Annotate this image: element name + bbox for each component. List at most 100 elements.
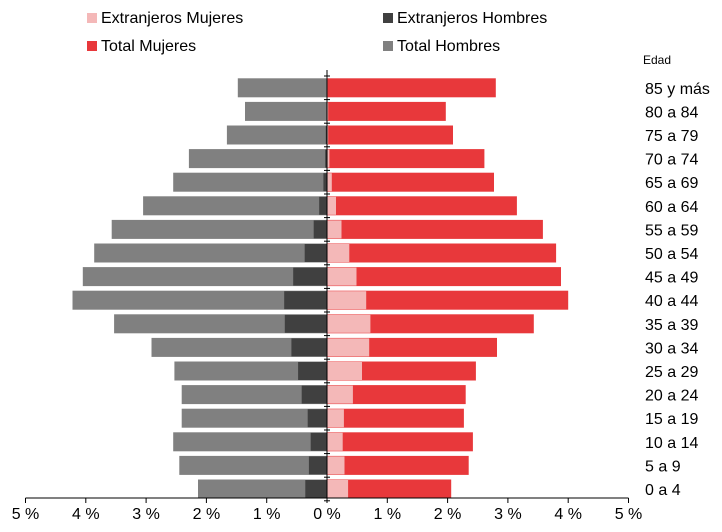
category-label: 5 a 9 [645, 458, 681, 475]
legend-item-extranjeros-hombres: Extranjeros Hombres [383, 10, 547, 28]
bar-total-hombres-10 [114, 314, 327, 334]
category-label: 25 a 29 [645, 364, 698, 381]
bar-extranjeros-hombres-16 [308, 456, 327, 475]
bar-total-mujeres-6 [327, 219, 543, 239]
bar-extranjeros-mujeres-11 [327, 338, 370, 357]
bar-total-hombres-11 [151, 337, 327, 357]
bar-extranjeros-hombres-5 [319, 196, 327, 215]
category-label: 40 a 44 [645, 293, 698, 310]
bars-layer [72, 78, 569, 499]
bar-extranjeros-mujeres-14 [327, 409, 344, 428]
legend-label: Extranjeros Mujeres [101, 10, 244, 27]
bar-extranjeros-hombres-8 [293, 267, 327, 286]
bar-total-hombres-5 [143, 196, 327, 216]
bar-extranjeros-hombres-2 [325, 126, 327, 144]
category-label: 30 a 34 [645, 340, 698, 357]
bar-total-hombres-2 [226, 125, 327, 145]
x-tick-label: 2 % [193, 506, 221, 523]
bar-extranjeros-mujeres-10 [327, 314, 371, 333]
bar-extranjeros-mujeres-12 [327, 362, 362, 380]
bar-total-hombres-8 [82, 267, 327, 287]
category-label: 70 a 74 [645, 152, 698, 169]
bar-extranjeros-mujeres-17 [327, 480, 349, 498]
bar-extranjeros-hombres-14 [307, 409, 327, 428]
x-tick-label: 4 % [72, 506, 100, 523]
bar-extranjeros-mujeres-8 [327, 267, 357, 286]
bar-extranjeros-mujeres-7 [327, 244, 350, 262]
x-tick-label: 2 % [434, 506, 462, 523]
x-tick-label: 5 % [615, 506, 643, 523]
bar-total-hombres-16 [179, 455, 327, 475]
bar-total-hombres-7 [94, 243, 327, 263]
bar-total-mujeres-7 [327, 243, 557, 263]
bar-total-mujeres-10 [327, 314, 534, 334]
bar-total-mujeres-3 [327, 149, 485, 169]
bar-total-mujeres-17 [327, 479, 452, 499]
bar-total-mujeres-14 [327, 408, 464, 428]
bar-total-mujeres-2 [327, 125, 453, 145]
category-label: 55 a 59 [645, 222, 698, 239]
bar-extranjeros-hombres-15 [310, 432, 327, 451]
legend-label: Extranjeros Hombres [397, 10, 548, 27]
legend-swatch [87, 41, 97, 51]
bar-total-hombres-9 [72, 290, 327, 310]
x-tick-label: 5 % [12, 506, 40, 523]
bar-extranjeros-mujeres-9 [327, 291, 367, 310]
category-label: 85 y más [645, 81, 710, 98]
x-tick-label: 4 % [554, 506, 582, 523]
x-tick-label: 1 % [374, 506, 402, 523]
bar-total-hombres-0 [237, 78, 327, 98]
bar-extranjeros-hombres-13 [301, 385, 327, 404]
category-label: 15 a 19 [645, 411, 698, 428]
category-label: 50 a 54 [645, 246, 698, 263]
category-label: 20 a 24 [645, 388, 698, 405]
bar-extranjeros-hombres-10 [284, 314, 327, 333]
legend-item-total-hombres: Total Hombres [383, 38, 500, 56]
bar-extranjeros-hombres-12 [298, 362, 327, 380]
bar-total-hombres-14 [181, 408, 327, 428]
x-tick-labels: 5 % 4 % 3 % 2 % 1 % 0 % 1 % 2 % 3 % 4 % 5 % [12, 506, 643, 523]
category-labels: 85 y más 80 a 84 75 a 79 70 a 74 65 a 69 60 a… [645, 81, 710, 499]
bar-total-mujeres-15 [327, 432, 473, 452]
bar-total-mujeres-1 [327, 101, 446, 121]
bar-extranjeros-mujeres-13 [327, 385, 353, 404]
bar-extranjeros-mujeres-1 [327, 102, 329, 121]
legend-item-total-mujeres: Total Mujeres [87, 38, 196, 56]
bar-total-hombres-4 [173, 172, 327, 192]
category-label: 35 a 39 [645, 317, 698, 334]
bar-total-mujeres-16 [327, 455, 469, 475]
bar-extranjeros-hombres-4 [323, 173, 327, 192]
category-label: 0 a 4 [645, 482, 681, 499]
bar-extranjeros-mujeres-5 [327, 196, 336, 215]
bar-total-mujeres-12 [327, 361, 476, 381]
legend-swatch [383, 41, 393, 51]
bar-extranjeros-mujeres-3 [327, 149, 330, 168]
category-label: 10 a 14 [645, 435, 698, 452]
legend-label: Total Mujeres [101, 38, 197, 55]
bar-extranjeros-hombres-6 [313, 220, 327, 239]
bar-total-mujeres-0 [327, 78, 496, 98]
x-tick-label: 3 % [494, 506, 522, 523]
bar-total-hombres-1 [245, 101, 327, 121]
bar-total-mujeres-5 [327, 196, 517, 216]
x-tick-label: 3 % [132, 506, 160, 523]
bar-total-hombres-6 [111, 219, 327, 239]
legend-item-extranjeros-mujeres: Extranjeros Mujeres [87, 10, 243, 28]
bar-extranjeros-hombres-11 [291, 338, 327, 357]
category-label: 75 a 79 [645, 128, 698, 145]
x-tick-label: 0 % [313, 506, 341, 523]
legend-swatch [87, 13, 97, 23]
x-tick-label: 1 % [253, 506, 281, 523]
bar-total-hombres-17 [198, 479, 327, 499]
bar-extranjeros-hombres-7 [304, 244, 327, 262]
legend-label: Total Hombres [397, 38, 501, 55]
category-label: 60 a 64 [645, 199, 698, 216]
bar-total-hombres-13 [181, 385, 327, 405]
category-label: 80 a 84 [645, 104, 698, 121]
category-label: 65 a 69 [645, 175, 698, 192]
bar-extranjeros-hombres-3 [325, 149, 327, 168]
bar-total-hombres-12 [174, 361, 327, 381]
bar-extranjeros-mujeres-2 [327, 126, 329, 144]
bar-extranjeros-mujeres-6 [327, 220, 342, 239]
